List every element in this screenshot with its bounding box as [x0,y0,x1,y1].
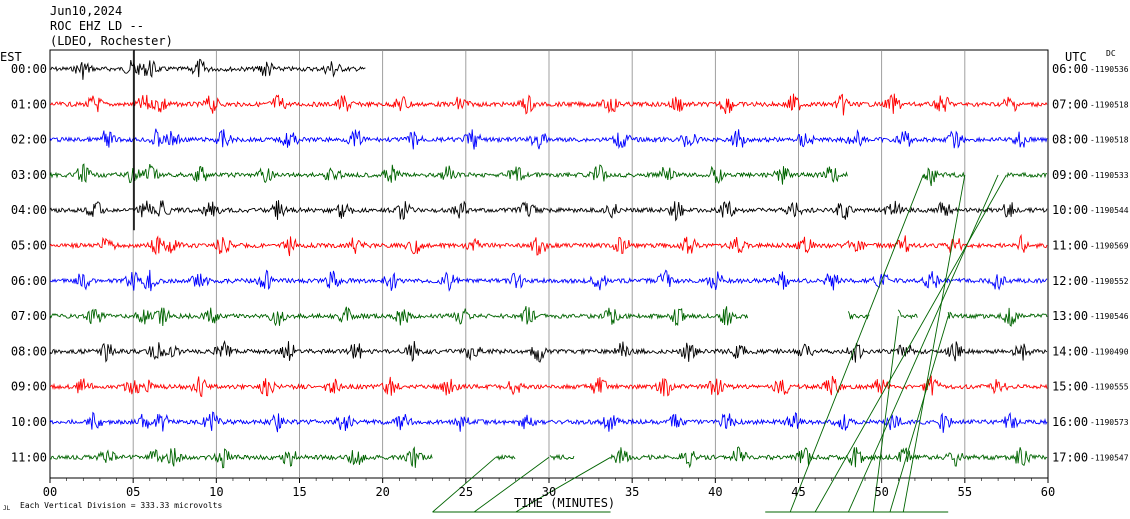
x-tick-label: 20 [375,485,389,499]
x-tick-label: 35 [625,485,639,499]
row-dc-offset: -1190569 [1090,242,1129,251]
row-label-est: 09:00 [11,380,47,394]
gap-connector [902,174,966,513]
trace-line [49,269,1048,292]
x-tick-label: 15 [292,485,306,499]
row-label-est: 04:00 [11,203,47,217]
row-label-utc: 13:00 [1052,309,1088,323]
x-tick-label: 55 [958,485,972,499]
x-tick-label: 10 [209,485,223,499]
gap-connector [889,315,949,513]
trace-line [49,411,1048,433]
footer-mark: JL [3,505,11,512]
header-date: Jun10,2024 [50,4,123,18]
x-tick-label: 50 [874,485,888,499]
header-network: (LDEO, Rochester) [50,34,173,48]
row-label-utc: 11:00 [1052,239,1088,253]
gap-connector [789,174,924,513]
x-axis-label: TIME (MINUTES) [514,496,615,510]
x-tick-label: 05 [126,485,140,499]
trace-line [49,305,1048,327]
row-label-est: 06:00 [11,274,47,288]
header-station: ROC EHZ LD -- [50,19,144,33]
row-label-est: 00:00 [11,62,47,76]
row-label-est: 02:00 [11,133,47,147]
row-label-est: 05:00 [11,239,47,253]
x-tick-label: 30 [542,485,556,499]
header-block: Jun10,2024 ROC EHZ LD -- (LDEO, Rocheste… [50,4,173,49]
trace-line [49,200,1048,222]
trace-line [49,233,1048,257]
row-label-est: 08:00 [11,344,47,358]
row-dc-offset: -1190546 [1090,312,1129,321]
row-dc-offset: -1190518 [1090,136,1129,145]
row-label-est: 07:00 [11,309,47,323]
grid-layer [49,49,1049,483]
trace-line [49,58,366,80]
gap-connector [847,174,999,513]
trace-line [49,93,1048,116]
gap-connector [473,456,550,513]
x-tick-label: 60 [1041,485,1055,499]
row-dc-offset: -1190490 [1090,347,1129,356]
row-label-est: 01:00 [11,97,47,111]
x-tick-label: 00 [43,485,57,499]
row-dc-offset: -1190552 [1090,277,1129,286]
left-zone-label: EST [0,50,22,64]
row-label-utc: 08:00 [1052,133,1088,147]
x-tick-label: 40 [708,485,722,499]
gap-connector [515,456,611,513]
row-dc-offset: -1190536 [1090,65,1129,74]
row-label-utc: 09:00 [1052,168,1088,182]
trace-line [49,163,1048,187]
row-label-utc: 14:00 [1052,344,1088,358]
row-label-utc: 10:00 [1052,203,1088,217]
trace-layer [49,50,1048,513]
dc-label: DC [1106,49,1116,58]
x-tick-label: 25 [459,485,473,499]
x-tick-label: 45 [791,485,805,499]
trace-line [49,375,1048,398]
row-label-utc: 07:00 [1052,97,1088,111]
trace-line [49,339,1048,363]
trace-line [49,446,1048,469]
footer-scale-note: Each Vertical Division = 333.33 microvol… [20,501,222,510]
row-dc-offset: -1190518 [1090,100,1129,109]
row-label-utc: 12:00 [1052,274,1088,288]
row-label-est: 10:00 [11,415,47,429]
row-dc-offset: -1190533 [1090,171,1129,180]
gap-connector [872,316,899,513]
row-label-utc: 17:00 [1052,450,1088,464]
row-dc-offset: -1190547 [1090,453,1129,462]
gap-connector [814,174,1007,513]
row-label-utc: 15:00 [1052,380,1088,394]
right-zone-label: UTC [1065,50,1087,64]
row-label-est: 11:00 [11,450,47,464]
row-label-utc: 16:00 [1052,415,1088,429]
row-label-utc: 06:00 [1052,62,1088,76]
row-dc-offset: -1190573 [1090,418,1129,427]
row-dc-offset: -1190544 [1090,206,1129,215]
row-dc-offset: -1190555 [1090,383,1129,392]
row-label-est: 03:00 [11,168,47,182]
trace-line [49,128,1048,150]
gap-connector [432,456,497,513]
